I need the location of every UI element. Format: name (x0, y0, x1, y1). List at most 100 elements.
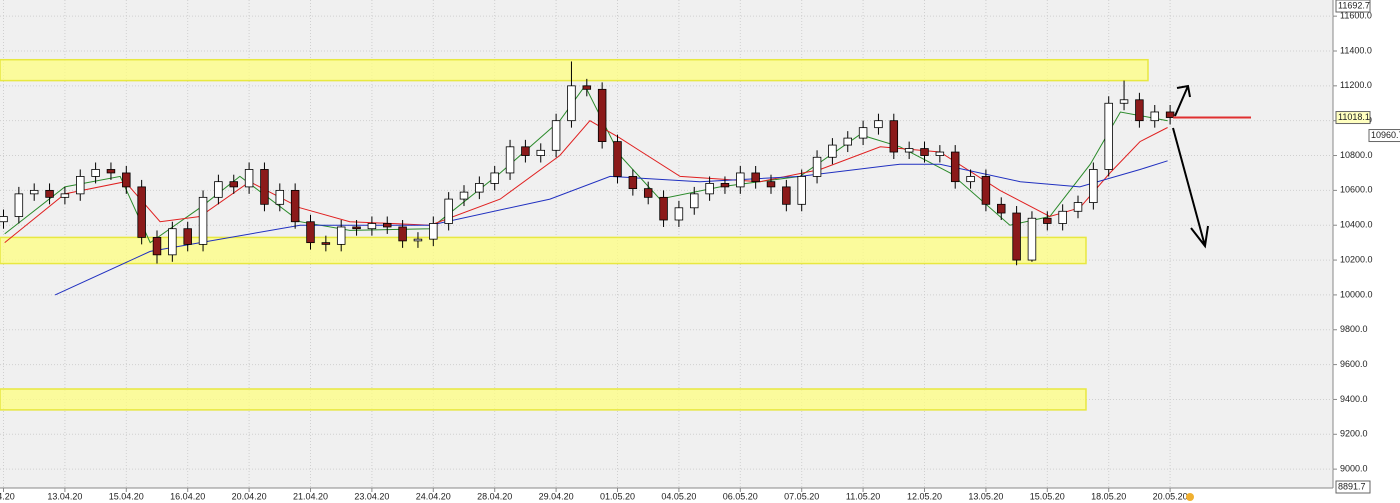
price-label: 11018.1 (1338, 112, 1370, 122)
candle-body (1165, 111, 1175, 118)
candle-body (889, 120, 899, 153)
zones (0, 58, 1149, 411)
x-tick-label: 29.04.20 (539, 491, 574, 501)
candle-body (1027, 217, 1037, 261)
y-tick-label: 10400.0 (1340, 220, 1373, 230)
candle-body (475, 183, 484, 193)
candle-body (198, 196, 208, 245)
candle-body (1135, 99, 1144, 122)
candle-body (797, 176, 806, 205)
candle-body (843, 137, 852, 146)
candle-body (321, 242, 331, 245)
zone (0, 388, 1087, 411)
y-tick-label: 9800.0 (1340, 324, 1368, 334)
y-tick-label: 10800.0 (1340, 150, 1373, 160)
candle-body (1150, 111, 1159, 122)
candle-body (981, 176, 991, 205)
candle-body (920, 148, 929, 156)
candle-body (45, 189, 54, 198)
candle-body (352, 226, 361, 230)
x-tick-label: 20.05.20 (1153, 491, 1188, 501)
candle-body (336, 226, 346, 245)
candle-body (398, 226, 407, 242)
candle-body (122, 172, 131, 188)
x-tick-label: 04.20 (0, 491, 15, 501)
x-tick-label: 13.05.20 (968, 491, 1003, 501)
candle-body (551, 120, 561, 151)
candle-body (705, 183, 714, 195)
candle-body (137, 186, 146, 238)
candle-body (751, 172, 760, 183)
candle-body (490, 172, 499, 184)
price-box (1335, 0, 1371, 13)
candle-body (521, 146, 530, 156)
candle-body (659, 196, 668, 221)
y-tick-label: 11600.0 (1340, 11, 1372, 21)
x-tick-label: 12.05.20 (907, 491, 942, 501)
arrows (1172, 84, 1209, 249)
x-tick-label: 07.05.20 (784, 491, 819, 501)
candle-body (858, 127, 868, 139)
candle-body (828, 144, 837, 158)
candle-body (429, 223, 438, 240)
candle-body (244, 169, 254, 188)
x-tick-label: 20.04.20 (232, 491, 267, 501)
candle-body (690, 193, 699, 209)
y-tick-label: 11200.0 (1340, 80, 1372, 90)
candle-body (275, 189, 285, 205)
candle-body (459, 191, 469, 200)
x-tick-label: 06.05.20 (723, 491, 758, 501)
price-box (1335, 480, 1371, 494)
candle-body (444, 198, 453, 224)
icon (1186, 493, 1194, 501)
candle-body (736, 172, 745, 188)
indicator-line (54, 160, 1168, 296)
candle-body (29, 189, 39, 195)
candle-body (597, 88, 607, 142)
y-tick-label: 9600.0 (1340, 359, 1368, 369)
candle-body (1012, 212, 1021, 261)
candle-body (874, 120, 883, 129)
candle-body (229, 181, 238, 188)
x-tick-label: 24.04.20 (416, 491, 451, 501)
candle-body (782, 186, 791, 205)
x-tick-label: 18.05.20 (1091, 491, 1126, 501)
arrow-down (1172, 127, 1209, 249)
candle-body (0, 216, 8, 223)
candle-body (1119, 99, 1129, 104)
x-tick-label: 16.04.20 (170, 491, 205, 501)
candle-body (367, 223, 377, 230)
x-tick-label: 01.05.20 (600, 491, 635, 501)
candle-body (1104, 102, 1113, 170)
y-tick-label: 9200.0 (1340, 429, 1368, 439)
x-tick-label: 15.05.20 (1030, 491, 1065, 501)
candle-body (76, 176, 85, 195)
candle-body (1073, 202, 1083, 212)
candle-body (1043, 217, 1052, 224)
price-label: 11692.7 (1338, 0, 1370, 10)
candle-body (383, 223, 392, 228)
x-tick-label: 11.05.20 (846, 491, 880, 501)
y-tick-label: 9000.0 (1340, 464, 1368, 474)
x-tick-label: 04.05.20 (661, 491, 696, 501)
candle-body (260, 169, 269, 205)
candles (0, 61, 1251, 266)
zone (0, 58, 1149, 82)
candle-body (997, 203, 1006, 214)
candle-body (674, 207, 684, 221)
x-tick-label: 15.04.20 (109, 491, 144, 501)
y-tick-label: 10200.0 (1340, 254, 1373, 264)
candle-body (812, 156, 822, 177)
x-tick-label: 28.04.20 (477, 491, 512, 501)
x-tick-label: 13.04.20 (47, 491, 82, 501)
zone (0, 236, 1087, 265)
candle-body (950, 151, 960, 183)
candle-body (14, 193, 24, 217)
candle-body (505, 146, 515, 174)
candle-body (904, 148, 914, 153)
y-tick-label: 10000.0 (1340, 289, 1373, 299)
candle-body (168, 228, 177, 256)
y-tick-label: 9400.0 (1340, 394, 1368, 404)
